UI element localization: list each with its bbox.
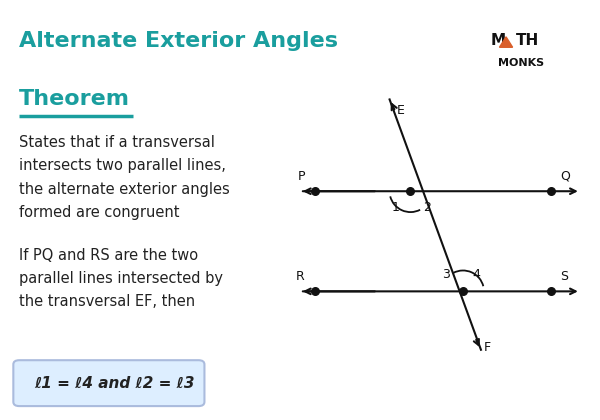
Text: M: M bbox=[491, 33, 506, 48]
Text: TH: TH bbox=[516, 33, 539, 48]
Text: Q: Q bbox=[560, 170, 569, 183]
Text: Theorem: Theorem bbox=[19, 89, 130, 109]
Point bbox=[310, 188, 320, 194]
Text: R: R bbox=[296, 270, 305, 283]
Point bbox=[546, 288, 556, 295]
FancyBboxPatch shape bbox=[13, 360, 205, 406]
Point bbox=[406, 188, 415, 194]
Text: 1: 1 bbox=[392, 202, 400, 215]
Text: S: S bbox=[560, 270, 568, 283]
Text: Alternate Exterior Angles: Alternate Exterior Angles bbox=[19, 31, 338, 50]
Point bbox=[458, 288, 468, 295]
Text: 4: 4 bbox=[472, 268, 480, 281]
Text: ℓ1 = ℓ4 and ℓ2 = ℓ3: ℓ1 = ℓ4 and ℓ2 = ℓ3 bbox=[34, 375, 195, 391]
Text: F: F bbox=[484, 341, 491, 354]
Point bbox=[310, 288, 320, 295]
Text: States that if a transversal
intersects two parallel lines,
the alternate exteri: States that if a transversal intersects … bbox=[19, 135, 230, 220]
Point bbox=[546, 188, 556, 194]
Text: P: P bbox=[297, 170, 305, 183]
Text: 2: 2 bbox=[423, 202, 431, 215]
Text: 3: 3 bbox=[442, 268, 450, 281]
Text: If PQ and RS are the two
parallel lines intersected by
the transversal EF, then: If PQ and RS are the two parallel lines … bbox=[19, 247, 223, 310]
Text: MONKS: MONKS bbox=[498, 58, 544, 68]
Polygon shape bbox=[499, 37, 512, 47]
Text: E: E bbox=[397, 104, 404, 117]
